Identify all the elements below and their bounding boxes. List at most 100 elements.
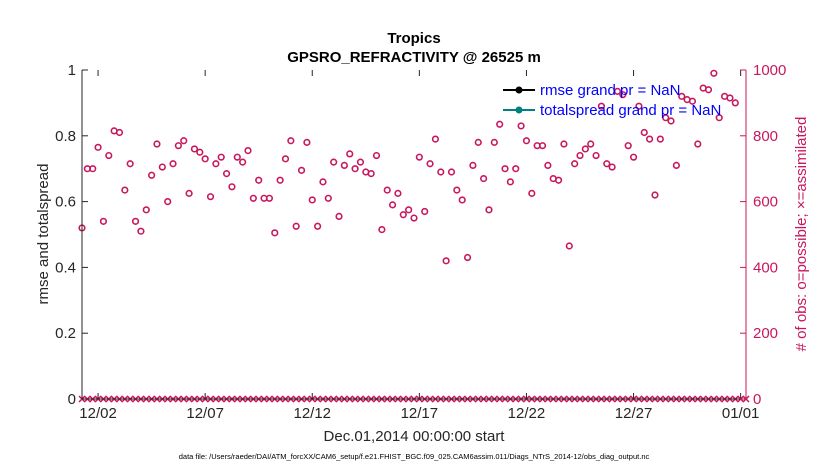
possible-obs-point: [624, 142, 632, 150]
possible-obs-point: [99, 217, 108, 225]
possible-obs-point: [115, 128, 124, 137]
plot-area: [82, 70, 746, 399]
x-tick-label: 12/27: [615, 405, 653, 422]
possible-obs-point: [335, 212, 343, 221]
possible-obs-point: [538, 142, 547, 150]
possible-obs-point: [678, 92, 686, 100]
possible-obs-point: [442, 257, 450, 265]
series-possible: [78, 69, 739, 265]
x-axis-label: Dec.01,2014 00:00:00 start: [324, 428, 506, 445]
possible-obs-point: [233, 153, 241, 161]
possible-obs-point: [474, 138, 482, 146]
possible-obs-point: [399, 211, 407, 219]
possible-obs-point: [410, 214, 418, 222]
possible-obs-point: [158, 163, 166, 171]
possible-obs-point: [292, 222, 300, 230]
possible-obs-point: [662, 114, 670, 122]
possible-obs-point: [190, 145, 199, 153]
y-axis-label-right: # of obs: o=possible; ×=assimilated: [793, 117, 810, 352]
possible-obs-point: [560, 140, 568, 148]
possible-obs-point: [480, 174, 488, 183]
x-tick-label: 12/12: [293, 405, 331, 422]
possible-obs-point: [463, 253, 472, 262]
possible-obs-point: [469, 161, 477, 170]
possible-obs-point: [105, 151, 113, 160]
legend-spread-marker: [515, 106, 523, 114]
possible-obs-point: [629, 153, 638, 161]
possible-obs-point: [485, 206, 493, 214]
possible-obs-point: [587, 140, 595, 148]
possible-obs-point: [319, 178, 327, 186]
possible-obs-point: [196, 148, 204, 156]
possible-obs-point: [340, 161, 348, 170]
possible-obs-point: [415, 153, 423, 161]
possible-obs-point: [688, 97, 697, 105]
possible-obs-point: [731, 99, 739, 107]
possible-obs-point: [212, 160, 220, 168]
possible-obs-point: [715, 114, 723, 122]
legend: rmse grand pr = NaN totalspread grand pr…: [503, 82, 721, 119]
y-right-tick-label: 1000: [753, 62, 786, 79]
possible-obs-point: [576, 151, 584, 160]
possible-obs-point: [447, 168, 456, 176]
data-file-footnote: data file: /Users/raeder/DAI/ATM_forcXX/…: [179, 452, 650, 461]
possible-obs-point: [351, 165, 359, 173]
possible-obs-point: [405, 206, 413, 214]
possible-obs-point: [287, 137, 295, 145]
y-right-tick-label: 600: [753, 194, 778, 211]
possible-obs-point: [565, 242, 573, 250]
possible-obs-point: [265, 194, 274, 202]
y-right-tick-label: 400: [753, 259, 778, 276]
possible-obs-point: [383, 186, 391, 194]
possible-obs-point: [228, 183, 236, 191]
x-tick-label: 12/17: [401, 405, 439, 422]
possible-obs-point: [490, 138, 498, 146]
possible-obs-point: [346, 150, 354, 158]
possible-obs-point: [437, 168, 445, 176]
possible-obs-point: [314, 222, 322, 230]
possible-obs-point: [512, 165, 520, 173]
y-left-tick-label: 1: [68, 62, 76, 79]
possible-obs-point: [303, 138, 311, 146]
possible-obs-point: [704, 86, 713, 94]
possible-obs-point: [426, 160, 434, 168]
y-right-tick-label: 200: [753, 325, 778, 342]
possible-obs-point: [324, 194, 332, 202]
y-left-tick-label: 0.4: [55, 259, 76, 276]
possible-obs-point: [517, 122, 525, 130]
y-axis-label-left: rmse and totalspread: [35, 164, 52, 305]
possible-obs-point: [330, 158, 338, 166]
possible-obs-point: [249, 194, 257, 202]
possible-obs-point: [640, 128, 648, 137]
possible-obs-point: [367, 170, 375, 178]
possible-obs-point: [506, 178, 514, 186]
possible-obs-point: [378, 225, 386, 234]
possible-obs-point: [726, 94, 734, 102]
possible-obs-point: [597, 102, 606, 110]
y-left-tick-label: 0.8: [55, 128, 76, 145]
possible-obs-point: [613, 87, 622, 95]
possible-obs-point: [651, 191, 659, 199]
possible-obs-point: [635, 102, 643, 110]
possible-obs-point: [656, 135, 664, 143]
possible-obs-point: [201, 155, 209, 163]
possible-obs-point: [608, 163, 616, 171]
possible-obs-point: [592, 151, 600, 160]
possible-obs-point: [710, 69, 718, 77]
possible-obs-point: [571, 160, 579, 168]
axis-ticks: 12/02 12/07 12/12 12/17 12/22 12/27 01/0100.20…: [55, 62, 786, 422]
possible-obs-point: [148, 171, 156, 179]
possible-obs-point: [281, 155, 290, 163]
possible-obs-point: [153, 140, 161, 148]
possible-obs-point: [603, 160, 611, 168]
possible-obs-point: [554, 176, 563, 184]
chart-title-line2: GPSRO_REFRACTIVITY @ 26525 m: [287, 49, 541, 66]
possible-obs-point: [672, 161, 680, 170]
possible-obs-point: [142, 206, 150, 214]
possible-obs-point: [206, 193, 215, 201]
possible-obs-point: [356, 158, 365, 166]
possible-obs-point: [217, 153, 225, 161]
possible-obs-point: [180, 137, 188, 145]
possible-obs-point: [581, 145, 589, 153]
legend-spread-label: totalspread grand pr = NaN: [540, 102, 721, 119]
